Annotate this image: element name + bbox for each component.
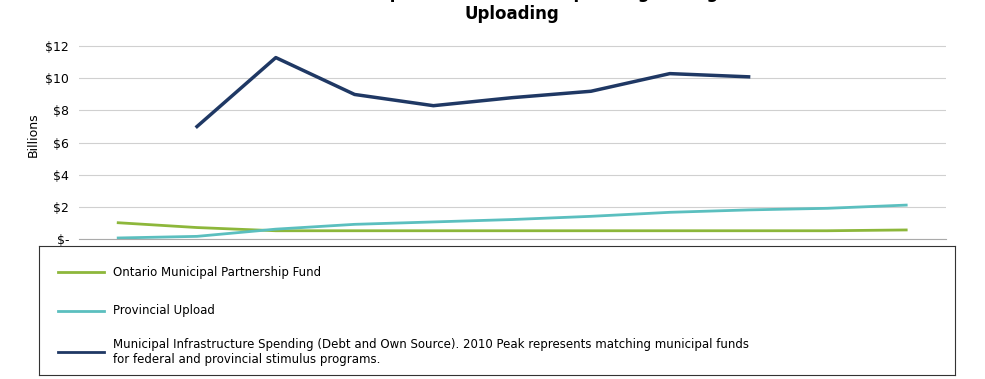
Title: Increases to Municipal Infrastructure Spending During Provincial
Uploading: Increases to Municipal Infrastructure Sp… bbox=[208, 0, 817, 23]
Text: Municipal Infrastructure Spending (Debt and Own Source). 2010 Peak represents ma: Municipal Infrastructure Spending (Debt … bbox=[112, 338, 749, 366]
Y-axis label: Billions: Billions bbox=[27, 112, 39, 157]
Text: Provincial Upload: Provincial Upload bbox=[112, 304, 215, 317]
Text: Ontario Municipal Partnership Fund: Ontario Municipal Partnership Fund bbox=[112, 266, 321, 279]
